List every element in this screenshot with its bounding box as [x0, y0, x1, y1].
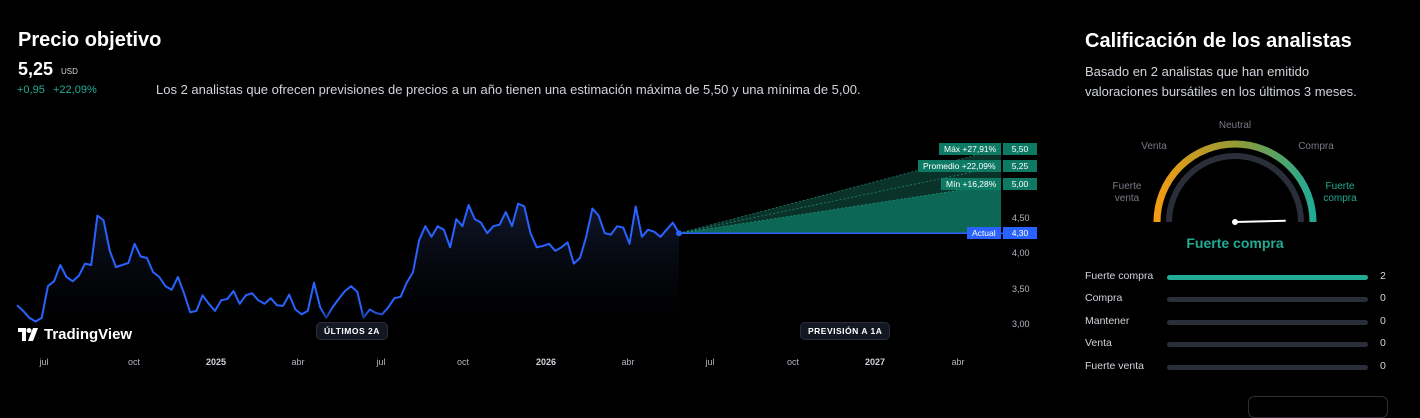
rating-row-count: 0 — [1380, 292, 1386, 304]
rating-row-sell: Venta 0 — [1085, 337, 1390, 351]
rating-bar-track — [1167, 365, 1368, 370]
gauge-label-sell: Venta — [1141, 141, 1167, 152]
gauge-arc — [1153, 140, 1317, 223]
x-tick-label: oct — [456, 357, 470, 367]
min-target-value: 5,00 — [1003, 177, 1037, 190]
avg-target-label: Promedio +22,09% — [918, 160, 1001, 173]
rating-row-label: Fuerte compra — [1085, 270, 1154, 282]
rating-row-strong-buy: Fuerte compra 2 — [1085, 270, 1390, 284]
rating-bar-track — [1167, 297, 1368, 302]
actual-price-label: Actual — [967, 227, 1001, 240]
rating-row-count: 0 — [1380, 315, 1386, 327]
change-percent: +22,09% — [53, 84, 97, 96]
rating-row-strong-sell: Fuerte venta 0 — [1085, 360, 1390, 374]
price-target-title: Precio objetivo — [18, 29, 162, 51]
x-tick-label: 2025 — [205, 357, 227, 367]
rating-title: Calificación de los analistas — [1085, 30, 1352, 52]
tradingview-icon — [18, 328, 38, 341]
rating-verdict: Fuerte compra — [1186, 235, 1284, 251]
rating-bar-track — [1167, 275, 1368, 280]
rating-bar-track — [1167, 320, 1368, 325]
price-line — [16, 202, 680, 323]
gauge-needle — [1234, 219, 1286, 223]
x-tick-label: 2026 — [535, 357, 557, 367]
gauge-label-strong-buy: Fuerte compra — [1323, 181, 1357, 204]
target-price: 5,25 — [18, 59, 54, 79]
rating-row-label: Venta — [1085, 337, 1112, 349]
brand-name: TradingView — [44, 326, 133, 343]
actual-price-value: 4,30 — [1003, 227, 1037, 240]
rating-row-hold: Mantener 0 — [1085, 315, 1390, 329]
rating-description: Basado en 2 analistas que han emitido va… — [1085, 64, 1357, 99]
gauge-inner-arc — [1166, 153, 1304, 223]
forecast-period-label: PREVISIÓN A 1A — [800, 322, 891, 340]
x-tick-label: oct — [786, 357, 800, 367]
rating-row-label: Mantener — [1085, 315, 1130, 327]
y-tick-label: 4,50 — [1012, 213, 1030, 224]
rating-row-buy: Compra 0 — [1085, 292, 1390, 306]
x-tick-label: oct — [127, 357, 141, 367]
current-price-dot — [676, 230, 682, 237]
gauge-label-neutral: Neutral — [1218, 120, 1252, 131]
gauge-label-strong-sell: Fuerte venta — [1112, 181, 1142, 204]
x-tick-label: abr — [951, 357, 965, 367]
change-absolute: +0,95 — [17, 84, 45, 96]
tradingview-logo: TradingView — [18, 326, 132, 343]
more-button[interactable] — [1248, 396, 1388, 418]
x-tick-label: jul — [39, 357, 49, 367]
forecast-summary: Los 2 analistas que ofrecen previsiones … — [156, 82, 861, 97]
y-tick-label: 4,00 — [1012, 248, 1030, 259]
x-tick-label: jul — [705, 357, 715, 367]
min-target-label: Mín +16,28% — [941, 177, 1002, 190]
rating-row-label: Compra — [1085, 292, 1123, 304]
x-tick-label: abr — [291, 357, 305, 367]
max-target-label: Máx +27,91% — [939, 142, 1002, 155]
x-tick-label: jul — [376, 357, 386, 367]
gauge-pivot — [1232, 219, 1238, 225]
x-tick-label: 2027 — [864, 357, 886, 367]
rating-row-count: 0 — [1380, 337, 1386, 349]
y-tick-label: 3,00 — [1012, 319, 1030, 329]
rating-row-count: 0 — [1380, 360, 1386, 372]
rating-gauge — [1153, 140, 1317, 225]
y-tick-label: 3,50 — [1012, 283, 1030, 294]
gauge-label-buy: Compra — [1298, 141, 1334, 152]
forecast-avg-line — [678, 165, 1002, 234]
price-area — [17, 203, 679, 345]
rating-row-label: Fuerte venta — [1085, 360, 1144, 372]
x-tick-label: abr — [621, 357, 635, 367]
avg-target-value: 5,25 — [1003, 160, 1037, 173]
rating-bar-track — [1167, 342, 1368, 347]
price-forecast-chart — [16, 148, 1003, 345]
past-period-label: ÚLTIMOS 2A — [316, 322, 388, 340]
rating-bar-fill — [1167, 275, 1368, 280]
max-target-value: 5,50 — [1003, 142, 1037, 155]
currency-unit: USD — [61, 67, 78, 76]
rating-row-count: 2 — [1380, 270, 1386, 282]
